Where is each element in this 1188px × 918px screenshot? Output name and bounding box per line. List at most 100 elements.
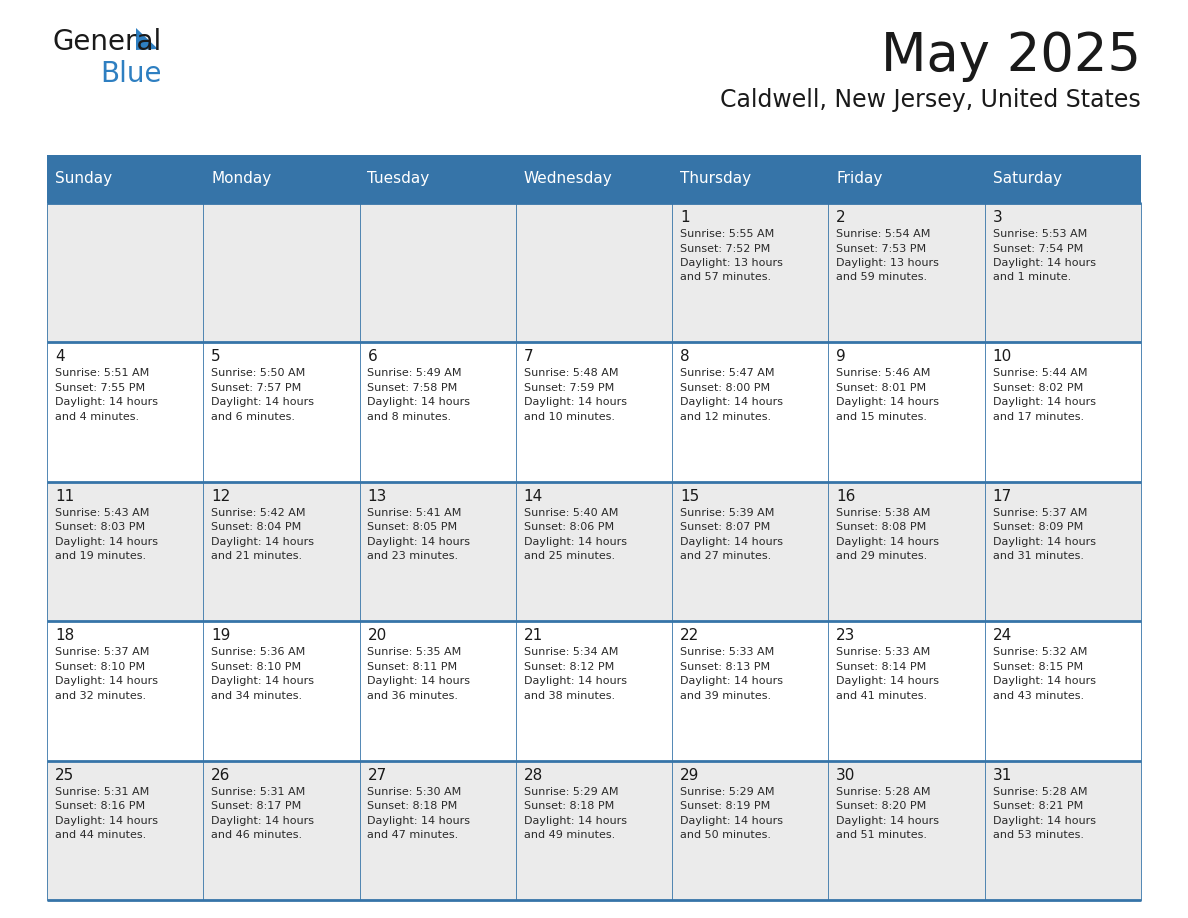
Text: Sunrise: 5:33 AM: Sunrise: 5:33 AM	[680, 647, 775, 657]
Text: Sunrise: 5:42 AM: Sunrise: 5:42 AM	[211, 508, 305, 518]
Bar	[48, 155, 203, 203]
Bar	[516, 155, 672, 203]
Text: Daylight: 14 hours: Daylight: 14 hours	[836, 815, 940, 825]
Text: 1: 1	[680, 210, 689, 225]
Text: Sunrise: 5:47 AM: Sunrise: 5:47 AM	[680, 368, 775, 378]
Text: Sunset: 8:00 PM: Sunset: 8:00 PM	[680, 383, 770, 393]
Text: Saturday: Saturday	[992, 172, 1062, 186]
Text: 28: 28	[524, 767, 543, 783]
Text: and 46 minutes.: and 46 minutes.	[211, 830, 302, 840]
Text: Sunset: 8:10 PM: Sunset: 8:10 PM	[211, 662, 302, 672]
Text: Sunset: 8:08 PM: Sunset: 8:08 PM	[836, 522, 927, 532]
Text: and 15 minutes.: and 15 minutes.	[836, 412, 928, 422]
Text: Sunrise: 5:44 AM: Sunrise: 5:44 AM	[992, 368, 1087, 378]
Text: and 10 minutes.: and 10 minutes.	[524, 412, 614, 422]
Text: 24: 24	[992, 628, 1012, 644]
Bar	[360, 155, 516, 203]
Text: Blue: Blue	[100, 60, 162, 88]
Text: and 50 minutes.: and 50 minutes.	[680, 830, 771, 840]
Text: Sunset: 8:18 PM: Sunset: 8:18 PM	[367, 801, 457, 812]
Text: and 21 minutes.: and 21 minutes.	[211, 552, 302, 561]
Text: Sunrise: 5:37 AM: Sunrise: 5:37 AM	[992, 508, 1087, 518]
Text: Sunrise: 5:43 AM: Sunrise: 5:43 AM	[55, 508, 150, 518]
Text: 31: 31	[992, 767, 1012, 783]
Text: Sunrise: 5:35 AM: Sunrise: 5:35 AM	[367, 647, 462, 657]
Text: Daylight: 14 hours: Daylight: 14 hours	[55, 537, 158, 547]
Text: Daylight: 14 hours: Daylight: 14 hours	[367, 537, 470, 547]
Text: and 17 minutes.: and 17 minutes.	[992, 412, 1083, 422]
Text: Daylight: 14 hours: Daylight: 14 hours	[211, 815, 314, 825]
Text: Sunset: 7:57 PM: Sunset: 7:57 PM	[211, 383, 302, 393]
Text: Sunset: 8:04 PM: Sunset: 8:04 PM	[211, 522, 302, 532]
Text: Daylight: 14 hours: Daylight: 14 hours	[211, 397, 314, 408]
Text: and 32 minutes.: and 32 minutes.	[55, 690, 146, 700]
Text: and 6 minutes.: and 6 minutes.	[211, 412, 295, 422]
Text: Sunset: 8:09 PM: Sunset: 8:09 PM	[992, 522, 1082, 532]
Text: 19: 19	[211, 628, 230, 644]
Text: Sunset: 8:14 PM: Sunset: 8:14 PM	[836, 662, 927, 672]
Text: Daylight: 14 hours: Daylight: 14 hours	[992, 397, 1095, 408]
Text: and 4 minutes.: and 4 minutes.	[55, 412, 139, 422]
Text: Sunset: 8:12 PM: Sunset: 8:12 PM	[524, 662, 614, 672]
Text: Sunset: 8:18 PM: Sunset: 8:18 PM	[524, 801, 614, 812]
Text: Sunset: 7:54 PM: Sunset: 7:54 PM	[992, 243, 1082, 253]
Text: and 23 minutes.: and 23 minutes.	[367, 552, 459, 561]
Text: Daylight: 14 hours: Daylight: 14 hours	[211, 537, 314, 547]
Bar	[48, 621, 1140, 761]
Text: 30: 30	[836, 767, 855, 783]
Text: Wednesday: Wednesday	[524, 172, 613, 186]
Bar	[48, 761, 1140, 900]
Text: Daylight: 14 hours: Daylight: 14 hours	[992, 258, 1095, 268]
Text: Tuesday: Tuesday	[367, 172, 430, 186]
Text: and 27 minutes.: and 27 minutes.	[680, 552, 771, 561]
Bar	[48, 203, 1140, 342]
Text: 9: 9	[836, 350, 846, 364]
Text: 16: 16	[836, 488, 855, 504]
Text: and 53 minutes.: and 53 minutes.	[992, 830, 1083, 840]
Text: Sunrise: 5:38 AM: Sunrise: 5:38 AM	[836, 508, 930, 518]
Text: 4: 4	[55, 350, 64, 364]
Text: Sunset: 8:01 PM: Sunset: 8:01 PM	[836, 383, 927, 393]
Text: Sunset: 8:19 PM: Sunset: 8:19 PM	[680, 801, 770, 812]
Text: Sunrise: 5:34 AM: Sunrise: 5:34 AM	[524, 647, 618, 657]
Text: Sunrise: 5:51 AM: Sunrise: 5:51 AM	[55, 368, 148, 378]
Text: 3: 3	[992, 210, 1003, 225]
Text: Sunrise: 5:29 AM: Sunrise: 5:29 AM	[680, 787, 775, 797]
Text: and 38 minutes.: and 38 minutes.	[524, 690, 615, 700]
Text: 22: 22	[680, 628, 700, 644]
Text: Sunset: 8:02 PM: Sunset: 8:02 PM	[992, 383, 1082, 393]
Text: Sunday: Sunday	[55, 172, 112, 186]
Text: Daylight: 14 hours: Daylight: 14 hours	[524, 815, 627, 825]
Text: 21: 21	[524, 628, 543, 644]
Bar	[828, 155, 985, 203]
Text: and 19 minutes.: and 19 minutes.	[55, 552, 146, 561]
Text: 26: 26	[211, 767, 230, 783]
Text: 23: 23	[836, 628, 855, 644]
Polygon shape	[135, 28, 158, 50]
Text: Sunset: 7:53 PM: Sunset: 7:53 PM	[836, 243, 927, 253]
Text: 12: 12	[211, 488, 230, 504]
Text: Daylight: 14 hours: Daylight: 14 hours	[211, 677, 314, 686]
Text: Sunset: 8:21 PM: Sunset: 8:21 PM	[992, 801, 1082, 812]
Text: Sunrise: 5:50 AM: Sunrise: 5:50 AM	[211, 368, 305, 378]
Text: Sunrise: 5:41 AM: Sunrise: 5:41 AM	[367, 508, 462, 518]
Text: Daylight: 14 hours: Daylight: 14 hours	[524, 677, 627, 686]
Text: Sunrise: 5:37 AM: Sunrise: 5:37 AM	[55, 647, 150, 657]
Text: 2: 2	[836, 210, 846, 225]
Text: Sunrise: 5:28 AM: Sunrise: 5:28 AM	[836, 787, 930, 797]
Text: and 12 minutes.: and 12 minutes.	[680, 412, 771, 422]
Text: May 2025: May 2025	[881, 30, 1140, 82]
Text: and 57 minutes.: and 57 minutes.	[680, 273, 771, 283]
Text: 18: 18	[55, 628, 74, 644]
Text: Sunset: 8:13 PM: Sunset: 8:13 PM	[680, 662, 770, 672]
Text: General: General	[52, 28, 162, 56]
Text: Sunset: 8:16 PM: Sunset: 8:16 PM	[55, 801, 145, 812]
Text: Sunset: 8:20 PM: Sunset: 8:20 PM	[836, 801, 927, 812]
Text: Sunrise: 5:53 AM: Sunrise: 5:53 AM	[992, 229, 1087, 239]
Text: Sunrise: 5:39 AM: Sunrise: 5:39 AM	[680, 508, 775, 518]
Text: Sunset: 7:59 PM: Sunset: 7:59 PM	[524, 383, 614, 393]
Text: Sunset: 7:52 PM: Sunset: 7:52 PM	[680, 243, 770, 253]
Text: and 25 minutes.: and 25 minutes.	[524, 552, 615, 561]
Text: 13: 13	[367, 488, 387, 504]
Text: and 1 minute.: and 1 minute.	[992, 273, 1070, 283]
